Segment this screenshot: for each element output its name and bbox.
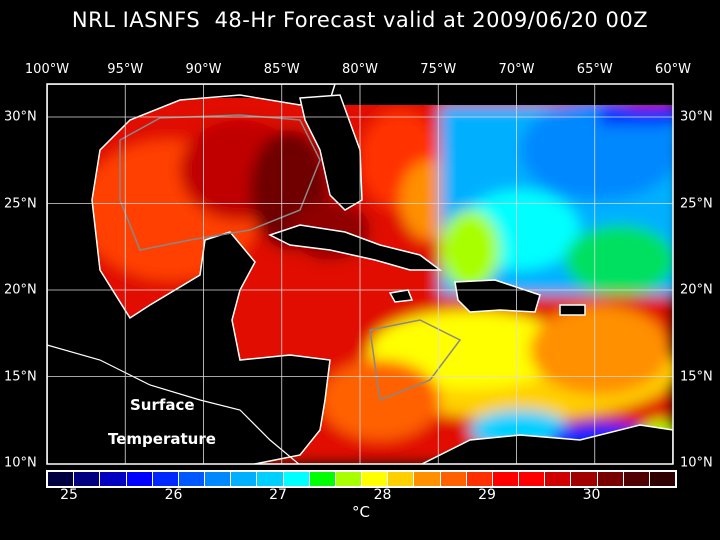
colorbar-tick-label: 25 [60, 487, 78, 503]
colorbar-tick-label: 29 [478, 487, 496, 503]
colorbar-swatch [388, 472, 414, 486]
longitude-label: 75°W [420, 62, 457, 77]
colorbar-swatch [571, 472, 597, 486]
latitude-label: 25°N [680, 196, 713, 211]
colorbar-swatch [362, 472, 388, 486]
latitude-label: 25°N [4, 196, 37, 211]
hispaniola-island [454, 279, 541, 313]
colorbar-swatch [649, 472, 676, 486]
latitude-label: 10°N [680, 455, 713, 471]
colorbar-tick-label: 28 [373, 487, 392, 503]
longitude-label: 95°W [107, 62, 144, 77]
colorbar-swatch [545, 472, 571, 486]
latitude-label: 30°N [680, 109, 713, 125]
colorbar-tick-label: 30 [582, 487, 601, 503]
colorbar-swatch [152, 472, 178, 486]
longitude-label: 70°W [498, 62, 535, 77]
variable-label-line1: Surface [130, 396, 195, 414]
colorbar-swatch [335, 472, 362, 486]
colorbar-swatch [178, 472, 205, 486]
colorbar-swatch [309, 472, 335, 486]
puerto-rico-island [559, 304, 586, 316]
colorbar-swatch [231, 472, 257, 486]
longitude-label: 85°W [263, 62, 300, 77]
longitude-label: 65°W [576, 62, 613, 77]
south-america-land [420, 424, 673, 464]
longitude-label: 90°W [185, 62, 222, 77]
colorbar-unit: °C [352, 503, 370, 521]
colorbar-swatch [414, 472, 440, 486]
depth-contour [119, 114, 462, 402]
longitude-label: 80°W [342, 62, 378, 77]
longitude-label: 100°W [24, 62, 70, 77]
jamaica-island [388, 289, 414, 303]
colorbar-swatch [440, 472, 466, 486]
pacific-coastline [47, 344, 300, 464]
latitude-label: 10°N [4, 455, 37, 471]
variable-label-line2: Temperature [108, 430, 216, 448]
colorbar-swatch [623, 472, 649, 486]
florida-land [299, 94, 363, 211]
colorbar-swatch [492, 472, 519, 486]
colorbar-swatch [126, 472, 152, 486]
colorbar-swatch [205, 472, 231, 486]
colorbar-swatch [74, 472, 100, 486]
latitude-label: 15°N [4, 369, 37, 384]
latitude-label: 20°N [680, 282, 713, 298]
colorbar-swatch [48, 472, 74, 486]
colorbar-swatch [257, 472, 283, 486]
cuba-island [268, 224, 443, 271]
map-title: NRL IASNFS 48-Hr Forecast valid at 2009/… [71, 8, 649, 32]
colorbar-tick-label: 27 [269, 487, 287, 503]
map-frame [46, 83, 674, 465]
colorbar-swatch [100, 472, 126, 486]
colorbar-tick-label: 26 [164, 487, 183, 503]
latitude-label: 15°N [680, 369, 713, 384]
latitude-label: 30°N [4, 109, 37, 125]
lat-lon-grid [47, 84, 673, 464]
colorbar-swatch [597, 472, 623, 486]
latitude-label: 20°N [4, 282, 37, 298]
colorbar-swatch [519, 472, 545, 486]
longitude-label: 60°W [655, 62, 691, 77]
colorbar [46, 470, 677, 488]
colorbar-swatch [466, 472, 492, 486]
colorbar-swatch [283, 472, 309, 486]
